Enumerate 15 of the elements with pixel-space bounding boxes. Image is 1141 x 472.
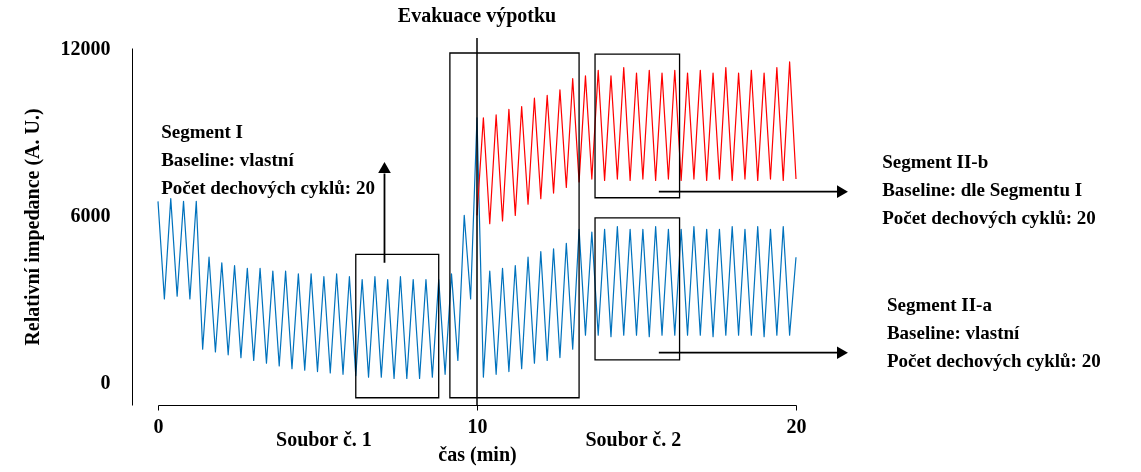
x-tick-label: 20: [786, 414, 807, 437]
ref-line-label: Evakuace výpotku: [397, 4, 557, 27]
text: Soubor č. 2: [585, 428, 682, 451]
y-axis-title: Relativní impedance (A. U.): [20, 108, 44, 346]
x-tick-label: 10: [467, 414, 488, 437]
annotation: Segment I Baseline: vlastní Počet dechových cyklů: 20: [161, 121, 375, 199]
x-axis-title: čas (min): [438, 442, 517, 466]
text: Soubor č. 1: [276, 428, 372, 451]
y-tick-label: 6000: [70, 203, 111, 226]
text: Segment II-b Baseline: dle Segmentu I Počet dechových cyklů: 20: [882, 150, 1096, 228]
y-tick-label: 0: [100, 371, 111, 394]
text: Segment II-a Baseline: vlastní Počet dechových cyklů: 20: [886, 294, 1101, 372]
line-series: [476, 61, 797, 225]
x-tick-label: 0: [153, 414, 164, 437]
y-tick-label: 12000: [60, 36, 111, 59]
